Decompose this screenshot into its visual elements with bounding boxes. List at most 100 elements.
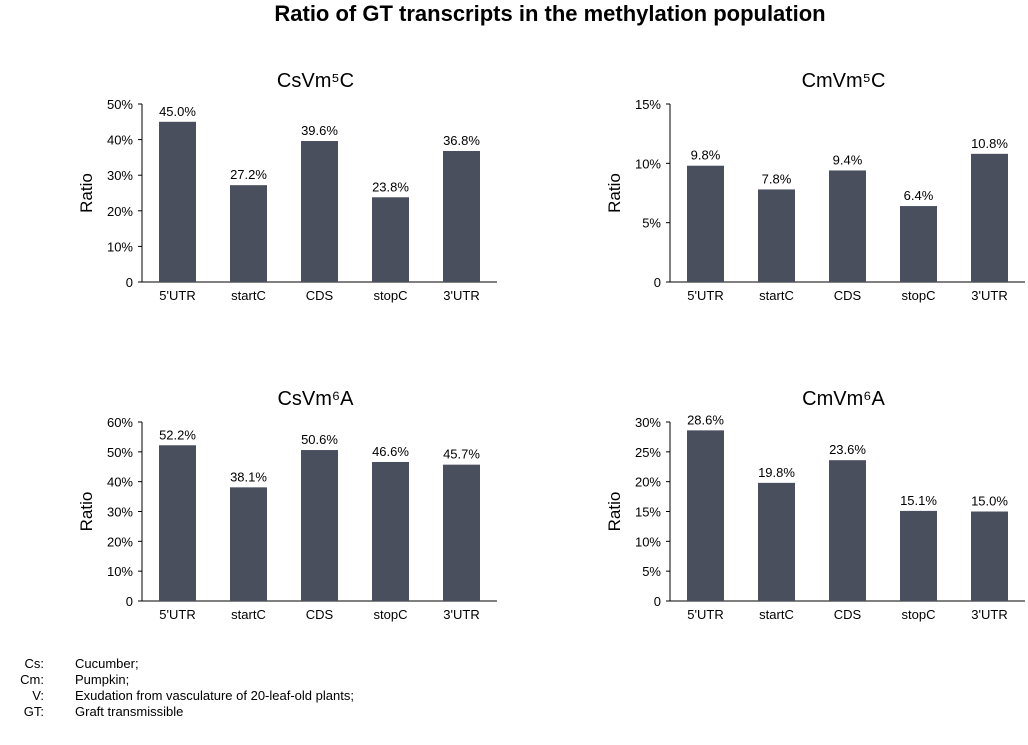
data-label: 52.2% bbox=[159, 427, 196, 442]
x-tick-label: CDS bbox=[306, 288, 334, 303]
bar bbox=[301, 141, 338, 282]
bar bbox=[900, 510, 937, 601]
data-label: 19.8% bbox=[758, 465, 795, 480]
bar bbox=[159, 121, 196, 282]
y-tick-label: 5% bbox=[642, 564, 661, 579]
y-axis-label: Ratio bbox=[605, 173, 624, 213]
legend-row: V: Exudation from vasculature of 20-leaf… bbox=[0, 688, 500, 704]
data-label: 15.1% bbox=[900, 493, 937, 508]
bar bbox=[971, 153, 1008, 282]
y-tick-label: 10% bbox=[635, 156, 661, 171]
y-tick-label: 20% bbox=[107, 534, 133, 549]
legend-abbr: Cs: bbox=[24, 656, 45, 671]
x-tick-label: 3'UTR bbox=[971, 607, 1007, 622]
data-label: 10.8% bbox=[971, 136, 1008, 151]
y-tick-label: 0 bbox=[126, 275, 133, 290]
data-label: 9.4% bbox=[833, 152, 863, 167]
bar bbox=[687, 430, 724, 601]
y-axis-label: Ratio bbox=[605, 492, 624, 532]
legend-abbr: V: bbox=[32, 688, 44, 703]
y-axis-label: Ratio bbox=[77, 492, 96, 532]
bar bbox=[230, 185, 267, 282]
x-tick-label: startC bbox=[759, 607, 794, 622]
y-tick-label: 60% bbox=[107, 415, 133, 430]
abbreviation-legend: Cs: Cucumber; Cm: Pumpkin; V: Exudation … bbox=[0, 656, 500, 720]
data-label: 28.6% bbox=[687, 412, 724, 427]
y-tick-label: 15% bbox=[635, 505, 661, 520]
y-tick-label: 30% bbox=[635, 415, 661, 430]
legend-desc: Graft transmissible bbox=[75, 704, 184, 719]
x-tick-label: startC bbox=[231, 288, 266, 303]
bar bbox=[372, 461, 409, 601]
y-tick-label: 10% bbox=[107, 239, 133, 254]
y-tick-label: 0 bbox=[126, 594, 133, 609]
legend-row: Cs: Cucumber; bbox=[0, 656, 500, 672]
chart-title: CsVm⁵C bbox=[277, 70, 354, 92]
x-tick-label: 3'UTR bbox=[971, 288, 1007, 303]
y-tick-label: 40% bbox=[107, 133, 133, 148]
y-tick-label: 40% bbox=[107, 475, 133, 490]
chart-title: CsVm⁶A bbox=[277, 388, 354, 410]
data-label: 45.7% bbox=[443, 447, 480, 462]
bar bbox=[829, 460, 866, 601]
y-tick-label: 20% bbox=[635, 475, 661, 490]
x-tick-label: startC bbox=[231, 607, 266, 622]
legend-desc: Exudation from vasculature of 20-leaf-ol… bbox=[75, 688, 354, 703]
x-tick-label: stopC bbox=[374, 288, 408, 303]
bar bbox=[230, 487, 267, 601]
legend-desc: Cucumber; bbox=[75, 656, 139, 671]
data-label: 27.2% bbox=[230, 167, 267, 182]
bar bbox=[159, 445, 196, 601]
y-tick-label: 30% bbox=[107, 168, 133, 183]
bar bbox=[687, 165, 724, 282]
legend-row: Cm: Pumpkin; bbox=[0, 672, 500, 688]
y-tick-label: 50% bbox=[107, 97, 133, 112]
x-tick-label: 5'UTR bbox=[687, 288, 723, 303]
legend-row: GT: Graft transmissible bbox=[0, 704, 500, 720]
data-label: 39.6% bbox=[301, 123, 338, 138]
data-label: 9.8% bbox=[691, 148, 721, 163]
data-label: 7.8% bbox=[762, 171, 792, 186]
y-tick-label: 10% bbox=[635, 534, 661, 549]
bar bbox=[372, 197, 409, 282]
bar bbox=[829, 170, 866, 282]
bar bbox=[443, 150, 480, 282]
y-tick-label: 20% bbox=[107, 204, 133, 219]
legend-abbr: Cm: bbox=[20, 672, 44, 687]
data-label: 38.1% bbox=[230, 469, 267, 484]
data-label: 36.8% bbox=[443, 133, 480, 148]
bar bbox=[971, 511, 1008, 601]
x-tick-label: 5'UTR bbox=[159, 607, 195, 622]
x-tick-label: 3'UTR bbox=[443, 607, 479, 622]
data-label: 45.0% bbox=[159, 104, 196, 119]
data-label: 6.4% bbox=[904, 188, 934, 203]
data-label: 23.6% bbox=[829, 442, 866, 457]
x-tick-label: 5'UTR bbox=[687, 607, 723, 622]
data-label: 50.6% bbox=[301, 432, 338, 447]
bar bbox=[900, 206, 937, 282]
data-label: 15.0% bbox=[971, 494, 1008, 509]
x-tick-label: stopC bbox=[902, 607, 936, 622]
bar bbox=[758, 482, 795, 601]
y-tick-label: 15% bbox=[635, 97, 661, 112]
chart-title: CmVm⁵C bbox=[802, 70, 886, 92]
y-axis-label: Ratio bbox=[77, 173, 96, 213]
legend-desc: Pumpkin; bbox=[75, 672, 130, 687]
x-tick-label: startC bbox=[759, 288, 794, 303]
bar bbox=[443, 464, 480, 601]
x-tick-label: stopC bbox=[902, 288, 936, 303]
x-tick-label: 5'UTR bbox=[159, 288, 195, 303]
y-tick-label: 5% bbox=[642, 216, 661, 231]
data-label: 46.6% bbox=[372, 444, 409, 459]
bar bbox=[301, 450, 338, 601]
page-title: Ratio of GT transcripts in the methylati… bbox=[274, 1, 826, 26]
y-tick-label: 0 bbox=[654, 275, 661, 290]
x-tick-label: CDS bbox=[834, 607, 862, 622]
y-tick-label: 0 bbox=[654, 594, 661, 609]
chart-title: CmVm⁶A bbox=[802, 388, 885, 410]
bar bbox=[758, 189, 795, 282]
y-tick-label: 50% bbox=[107, 445, 133, 460]
y-tick-label: 10% bbox=[107, 564, 133, 579]
data-label: 23.8% bbox=[372, 179, 409, 194]
